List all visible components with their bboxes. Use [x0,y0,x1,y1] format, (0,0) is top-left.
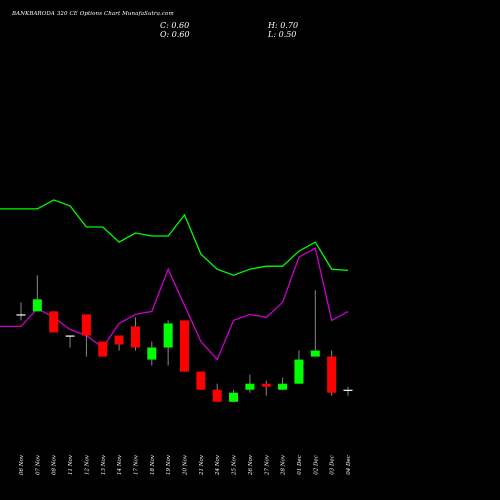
candle-body [130,326,140,348]
candle-body [147,347,157,360]
candle [32,275,42,312]
candle [327,350,337,396]
stat-low-value: 0.50 [278,30,297,39]
candle-body [114,335,124,345]
candle [310,290,320,357]
date-label: 04 Dec [346,455,352,475]
candle [114,335,124,351]
date-label: 06 Nov [19,454,25,475]
candle-body [65,335,75,337]
candle-body [49,311,59,333]
candle [343,386,353,396]
date-label: 19 Nov [166,454,172,475]
candle [147,341,157,366]
candle [261,380,271,396]
upper-band-line [0,199,349,276]
date-label: 24 Nov [215,454,221,476]
candle [81,314,91,357]
stat-high-value: 0.70 [280,21,299,30]
candle-body [245,383,255,390]
candle-body [180,320,189,372]
date-label: 07 Nov [35,454,41,475]
candle [16,302,26,321]
candle [49,311,59,333]
date-label: 01 Dec [297,455,303,475]
date-label: 02 Dec [313,455,319,475]
date-label: 27 Nov [264,454,270,476]
candle-body [98,341,108,357]
lower-band-line [0,247,349,361]
stat-high: H: 0.70 [268,21,299,30]
candle-body [229,392,239,402]
candle [130,317,140,351]
candle-body [343,389,353,391]
stat-close-value: 0.60 [171,21,190,30]
candle-body [16,314,26,316]
candle [196,371,206,390]
date-label: 17 Nov [133,454,139,475]
candle-body [310,350,320,357]
date-label: 18 Nov [150,454,156,475]
date-label: 26 Nov [248,454,254,476]
band-lines [0,199,349,361]
stat-open-value: 0.60 [171,30,190,39]
candles [16,275,353,402]
stat-open: O: 0.60 [160,30,190,39]
candle-body [327,356,337,393]
candle [245,374,255,393]
date-label: 13 Nov [101,454,107,475]
candle-body [163,323,173,348]
candle [229,389,239,402]
date-label: 14 Nov [117,454,123,475]
candle [212,383,222,402]
candle [180,320,189,372]
date-label: 03 Dec [330,455,336,475]
candle-body [196,371,206,390]
date-label: 28 Nov [281,454,287,476]
candle [98,341,108,357]
chart-title: BANKBARODA 320 CE Options Chart MunafaSu… [12,11,174,17]
candle-body [261,383,271,387]
date-axis: 06 Nov 07 Nov 08 Nov 11 Nov 12 Nov 13 Nov 14 N… [19,454,352,476]
date-label: 08 Nov [52,454,58,475]
stat-close: C: 0.60 [160,21,190,30]
candle-body [32,299,42,312]
candle-body [278,383,288,390]
candle [294,350,304,384]
candle-body [212,389,222,402]
date-label: 25 Nov [232,454,238,476]
candle [278,377,288,390]
candle-body [294,359,304,384]
candle [163,320,173,366]
date-label: 20 Nov [183,454,189,476]
stat-low: L: 0.50 [268,30,297,39]
date-label: 11 Nov [68,454,74,475]
date-label: 12 Nov [84,454,90,475]
candle-body [81,314,91,336]
candle [65,335,75,348]
date-label: 21 Nov [199,454,205,476]
